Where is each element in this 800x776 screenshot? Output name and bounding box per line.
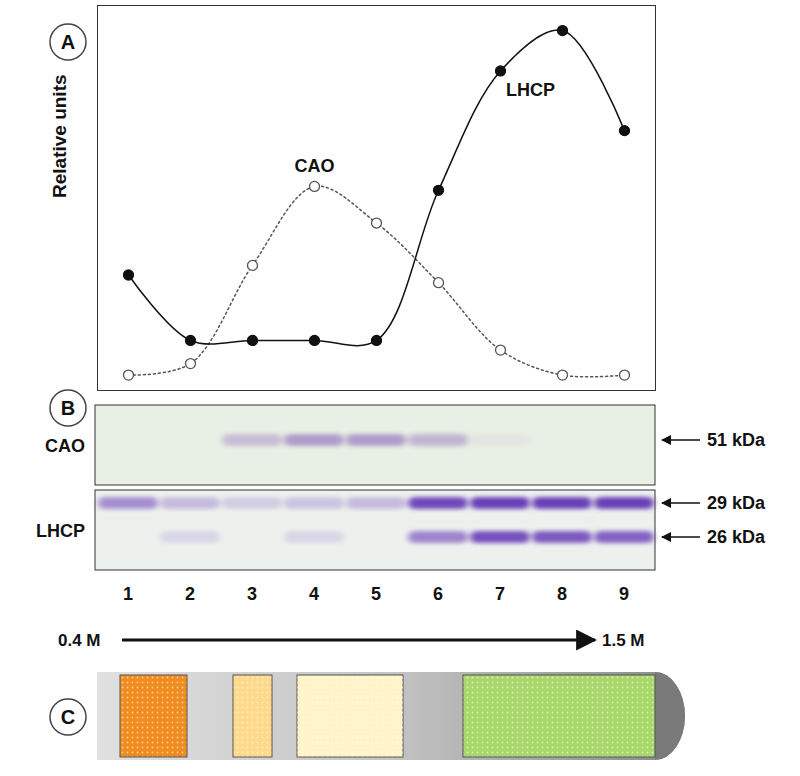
svg-text:3: 3 xyxy=(247,584,257,604)
svg-text:6: 6 xyxy=(433,584,443,604)
svg-text:5: 5 xyxy=(371,584,381,604)
svg-text:C: C xyxy=(61,706,75,728)
svg-text:51 kDa: 51 kDa xyxy=(707,430,766,450)
svg-text:26 kDa: 26 kDa xyxy=(707,527,766,547)
svg-text:7: 7 xyxy=(495,584,505,604)
svg-text:9: 9 xyxy=(619,584,629,604)
svg-text:2: 2 xyxy=(185,584,195,604)
svg-text:29 kDa: 29 kDa xyxy=(707,493,766,513)
svg-text:Relative units: Relative units xyxy=(49,74,70,198)
svg-text:CAO: CAO xyxy=(45,436,85,456)
svg-text:4: 4 xyxy=(309,584,319,604)
svg-text:A: A xyxy=(61,31,75,53)
svg-text:LHCP: LHCP xyxy=(36,521,85,541)
svg-text:CAO: CAO xyxy=(295,156,335,176)
svg-text:0.4 M: 0.4 M xyxy=(58,631,101,650)
svg-text:1.5 M: 1.5 M xyxy=(602,631,645,650)
svg-text:8: 8 xyxy=(557,584,567,604)
svg-text:LHCP: LHCP xyxy=(506,80,555,100)
svg-text:1: 1 xyxy=(123,584,133,604)
svg-text:B: B xyxy=(61,397,75,419)
